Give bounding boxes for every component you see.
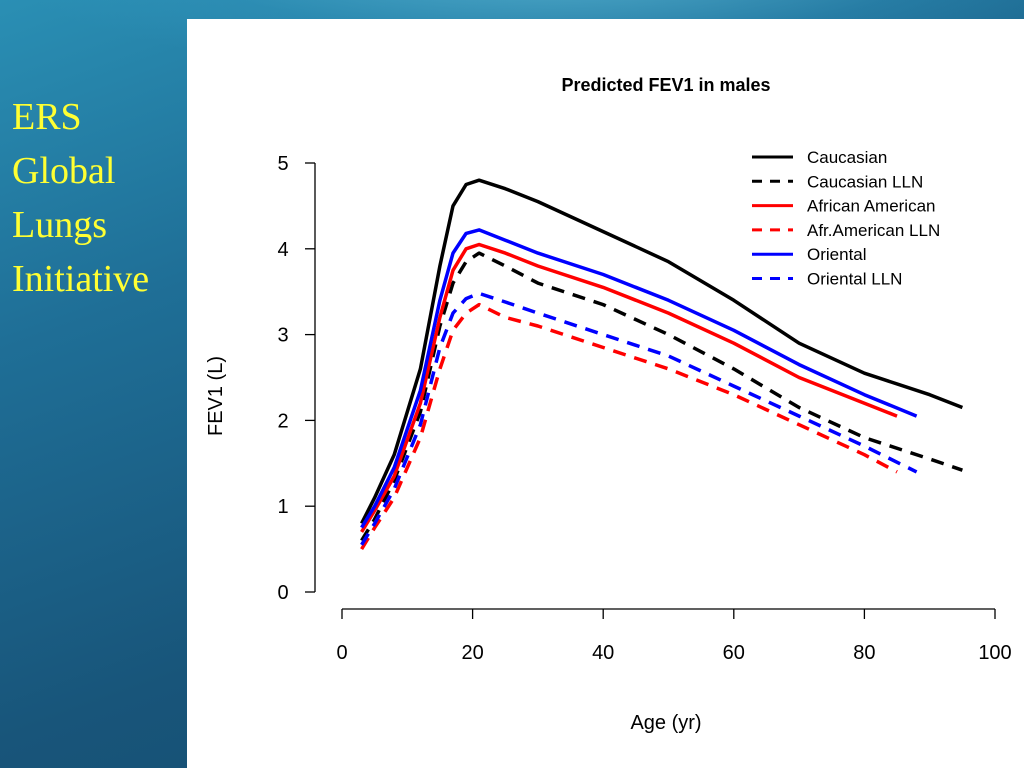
series-line	[360, 291, 918, 546]
series-line	[360, 178, 964, 525]
legend-label: African American	[807, 197, 936, 216]
plot-lines	[360, 178, 964, 551]
slide-title: ERS Global Lungs Initiative	[12, 90, 192, 306]
x-tick-label: 40	[592, 642, 614, 664]
slide-title-line: Global	[12, 150, 116, 192]
series-line	[360, 228, 918, 529]
x-axis-label: Age (yr)	[630, 712, 701, 734]
legend-label: Afr.American LLN	[807, 221, 940, 240]
slide-title-line: Initiative	[12, 258, 150, 300]
legend-label: Caucasian	[807, 148, 887, 167]
y-tick-label: 0	[277, 582, 288, 604]
legend-label: Caucasian LLN	[807, 172, 923, 191]
fev1-chart: Predicted FEV1 in males Age (yr) FEV1 (L…	[205, 75, 1012, 734]
x-tick-label: 100	[978, 642, 1011, 664]
axes: 0 20 40 60 80 100 0 1 2 3 4 5	[277, 153, 1011, 664]
x-tick-label: 0	[336, 642, 347, 664]
legend-label: Oriental	[807, 245, 867, 264]
y-tick-label: 3	[277, 325, 288, 347]
chart-title: Predicted FEV1 in males	[561, 75, 770, 95]
legend-label: Oriental LLN	[807, 270, 902, 289]
y-tick-label: 4	[277, 239, 288, 261]
y-tick-label: 1	[277, 496, 288, 518]
series-line	[360, 251, 963, 542]
y-axis-label: FEV1 (L)	[205, 356, 227, 436]
series-line	[360, 242, 898, 533]
slide-title-line: Lungs	[12, 204, 107, 246]
legend: Caucasian Caucasian LLN African American Af…	[752, 148, 940, 289]
chart-panel: Predicted FEV1 in males Age (yr) FEV1 (L…	[187, 19, 1024, 768]
y-tick-label: 5	[277, 153, 288, 175]
x-tick-label: 80	[853, 642, 875, 664]
x-tick-label: 60	[723, 642, 745, 664]
x-tick-label: 20	[461, 642, 483, 664]
slide-title-line: ERS	[12, 96, 82, 138]
y-tick-label: 2	[277, 410, 288, 432]
series-line	[360, 302, 898, 551]
